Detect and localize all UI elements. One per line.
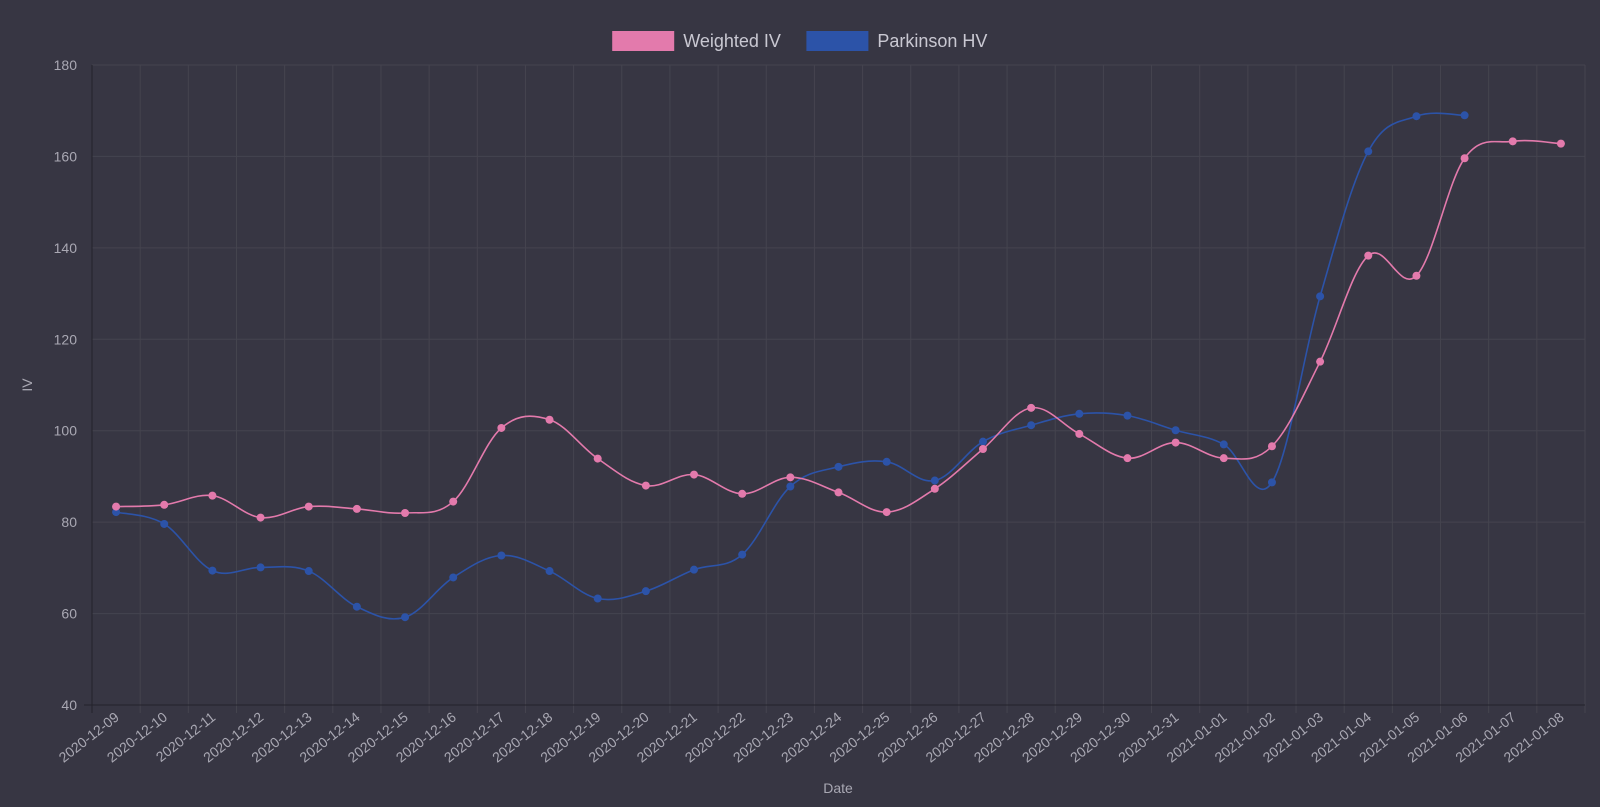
legend-label: Weighted IV — [683, 31, 781, 51]
data-point[interactable] — [208, 491, 217, 500]
data-point[interactable] — [1412, 112, 1421, 121]
data-point[interactable] — [545, 415, 554, 424]
data-point[interactable] — [497, 551, 506, 560]
data-point[interactable] — [1027, 421, 1036, 430]
data-point[interactable] — [112, 502, 121, 511]
data-point[interactable] — [786, 482, 795, 491]
data-point[interactable] — [1171, 438, 1180, 447]
data-point[interactable] — [112, 508, 121, 517]
y-tick-label: 80 — [61, 514, 77, 530]
data-point[interactable] — [449, 573, 458, 582]
data-point[interactable] — [593, 454, 602, 463]
data-point[interactable] — [930, 484, 939, 493]
series-line — [115, 112, 1465, 620]
x-axis-title: Date — [823, 780, 853, 796]
chart-grid — [91, 64, 1586, 713]
data-point[interactable] — [1075, 429, 1084, 438]
data-point[interactable] — [834, 462, 843, 471]
data-point[interactable] — [1556, 139, 1565, 148]
data-point[interactable] — [786, 473, 795, 482]
data-point[interactable] — [1316, 292, 1325, 301]
data-point[interactable] — [1364, 147, 1373, 156]
data-point[interactable] — [1123, 411, 1132, 420]
legend-swatch — [806, 31, 869, 51]
data-point[interactable] — [738, 489, 747, 498]
series-weighted-iv[interactable] — [112, 137, 1565, 522]
data-point[interactable] — [1219, 454, 1228, 463]
data-point[interactable] — [1171, 426, 1180, 435]
data-point[interactable] — [1412, 271, 1421, 280]
data-point[interactable] — [1508, 137, 1517, 146]
data-point[interactable] — [1460, 111, 1469, 120]
data-point[interactable] — [690, 565, 699, 574]
y-tick-label: 40 — [61, 697, 77, 713]
legend-swatch — [612, 31, 675, 51]
data-point[interactable] — [497, 423, 506, 432]
data-point[interactable] — [641, 481, 650, 490]
data-point[interactable] — [1316, 357, 1325, 366]
data-point[interactable] — [1267, 478, 1276, 487]
data-point[interactable] — [641, 587, 650, 596]
data-point[interactable] — [1075, 409, 1084, 418]
series-line — [116, 139, 1561, 519]
data-point[interactable] — [208, 566, 217, 575]
data-point[interactable] — [1027, 403, 1036, 412]
legend-item-weighted-iv[interactable]: Weighted IV — [612, 31, 781, 51]
data-point[interactable] — [1364, 251, 1373, 260]
legend-item-parkinson-hv[interactable]: Parkinson HV — [806, 31, 987, 51]
y-tick-label: 140 — [54, 240, 78, 256]
y-tick-label: 60 — [61, 606, 77, 622]
legend-label: Parkinson HV — [877, 31, 987, 51]
data-point[interactable] — [1219, 440, 1228, 449]
data-point[interactable] — [1460, 154, 1469, 163]
y-tick-label: 180 — [54, 57, 78, 73]
data-point[interactable] — [160, 500, 169, 509]
chart-series[interactable] — [112, 111, 1565, 622]
series-parkinson-hv[interactable] — [112, 111, 1469, 622]
data-point[interactable] — [256, 563, 265, 572]
chart-axes: 4060801001201401601802020-12-092020-12-1… — [54, 57, 1585, 765]
data-point[interactable] — [449, 497, 458, 506]
y-tick-label: 100 — [54, 423, 78, 439]
data-point[interactable] — [545, 567, 554, 576]
chart-legend[interactable]: Weighted IV Parkinson HV — [612, 31, 987, 51]
data-point[interactable] — [882, 457, 891, 466]
data-point[interactable] — [690, 470, 699, 479]
data-point[interactable] — [978, 437, 987, 446]
data-point[interactable] — [1123, 454, 1132, 463]
data-point[interactable] — [304, 502, 313, 511]
data-point[interactable] — [930, 476, 939, 485]
data-point[interactable] — [738, 550, 747, 559]
data-point[interactable] — [401, 509, 410, 517]
data-point[interactable] — [352, 602, 361, 611]
y-tick-label: 120 — [54, 331, 78, 347]
data-point[interactable] — [978, 445, 987, 453]
y-axis-title: IV — [19, 378, 35, 392]
data-point[interactable] — [1267, 442, 1276, 451]
data-point[interactable] — [882, 508, 891, 517]
y-tick-label: 160 — [54, 148, 78, 164]
data-point[interactable] — [304, 567, 313, 576]
data-point[interactable] — [352, 504, 361, 513]
data-point[interactable] — [593, 594, 602, 603]
data-point[interactable] — [401, 613, 410, 622]
data-point[interactable] — [834, 488, 843, 497]
data-point[interactable] — [256, 513, 265, 522]
data-point[interactable] — [160, 519, 169, 528]
